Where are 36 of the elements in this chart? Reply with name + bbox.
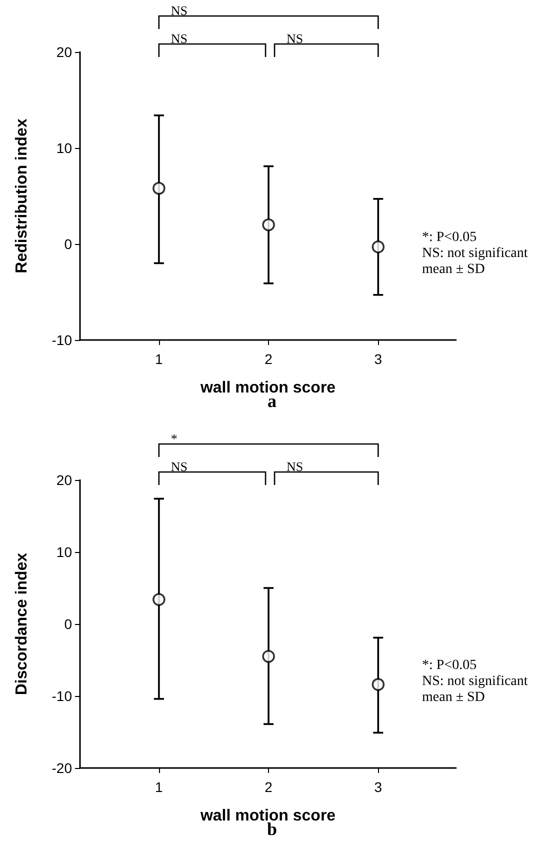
y-tick-label: -10: [52, 688, 72, 704]
point: [372, 240, 385, 254]
y-axis-title: Discordance index: [14, 552, 30, 696]
text: NS: [286, 459, 304, 474]
point: [262, 218, 275, 232]
annotation: *: P<0.05: [422, 230, 477, 246]
point: [372, 678, 385, 691]
y-tick-label: 0: [64, 616, 72, 632]
x-tick-label: 2: [264, 779, 273, 795]
point: [152, 182, 166, 195]
text: NS: [170, 459, 188, 474]
text: NS: [170, 31, 188, 46]
annotation: mean ± SD: [422, 690, 485, 706]
y-axis-title: Redistribution index: [14, 118, 30, 274]
x-tick-label: 3: [374, 351, 382, 367]
x-axis-title: wall motion score: [199, 380, 336, 396]
x-tick-label: 2: [264, 351, 273, 367]
annotation: NS: not significant: [422, 246, 528, 262]
text: NS: [286, 31, 304, 46]
point: [152, 593, 166, 606]
point: [262, 650, 275, 663]
text: NS: [170, 3, 188, 18]
y-tick-label: 20: [56, 44, 72, 60]
y-tick-label: -20: [52, 760, 72, 776]
y-tick-label: 20: [56, 472, 72, 488]
y-tick-label: 0: [64, 236, 72, 252]
annotation: mean ± SD: [422, 262, 485, 278]
x-tick-label: 3: [374, 779, 382, 795]
annotation: *: P<0.05: [422, 658, 477, 674]
x-tick-label: 1: [155, 779, 164, 795]
x-tick-label: 1: [155, 351, 164, 367]
text: *: [170, 431, 178, 446]
y-tick-label: 10: [56, 140, 72, 156]
y-tick-label: -10: [52, 332, 72, 348]
y-tick-label: 10: [56, 544, 72, 560]
annotation: NS: not significant: [422, 674, 528, 690]
